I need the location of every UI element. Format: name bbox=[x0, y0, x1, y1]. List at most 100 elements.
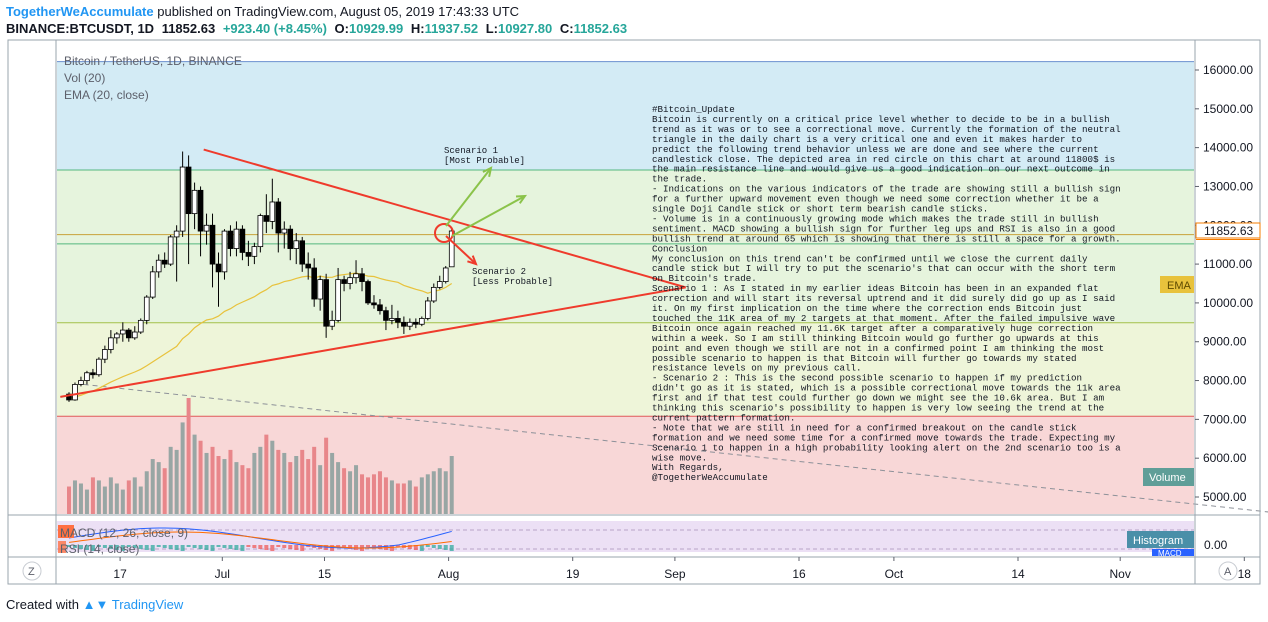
volume-bar bbox=[102, 486, 107, 514]
candle bbox=[251, 242, 258, 265]
candle-body bbox=[383, 310, 389, 321]
macd-hist-bar bbox=[108, 545, 113, 549]
x-tick-label: Oct bbox=[885, 567, 904, 581]
scale-left-button[interactable] bbox=[22, 561, 42, 581]
candle bbox=[126, 328, 132, 342]
note-line: predict the following trend behavior unl… bbox=[652, 144, 1099, 155]
macd-hist-bar bbox=[264, 545, 269, 550]
volume-bar bbox=[234, 462, 239, 514]
macd-hist-bar bbox=[198, 545, 203, 549]
x-tick-label: 15 bbox=[318, 567, 332, 581]
tradingview-brand[interactable]: TradingView bbox=[111, 597, 184, 612]
candle-body bbox=[377, 304, 383, 312]
macd-hist-bar bbox=[162, 545, 167, 548]
note-line: first and if that test could further go … bbox=[652, 393, 1105, 404]
volume-bar bbox=[282, 452, 287, 514]
candle-body bbox=[263, 215, 270, 222]
author-name[interactable]: TogetherWeAccumulate bbox=[6, 4, 154, 19]
candle bbox=[131, 326, 138, 340]
candle-body bbox=[257, 215, 264, 248]
candle-body bbox=[436, 281, 443, 288]
high-label: H: bbox=[410, 21, 425, 36]
note-line: resistance levels on my previous call. bbox=[652, 363, 862, 374]
x-tick-label: 16 bbox=[792, 567, 806, 581]
candle bbox=[167, 234, 174, 267]
x-tick-label: 19 bbox=[566, 567, 580, 581]
note-line: thinking this scenario's possibility to … bbox=[652, 403, 1104, 414]
macd-hist-bar bbox=[126, 545, 131, 547]
note-line: candle stick but I will try to put the s… bbox=[652, 263, 1116, 274]
symbol-label: BINANCE:BTCUSDT, 1D bbox=[6, 21, 155, 36]
volume-bar bbox=[395, 483, 400, 514]
volume-bar bbox=[120, 489, 125, 514]
macd-legend-swatch bbox=[58, 525, 74, 538]
time-axis: 17 Jul 15 Aug 19 Sep 16 Oct 14 Nov 18 bbox=[113, 557, 1251, 581]
x-tick-label: Jul bbox=[215, 567, 230, 581]
scale-right-label: A bbox=[1224, 566, 1232, 578]
macd-hist-bar bbox=[300, 545, 305, 551]
macd-hist-bar bbox=[84, 545, 89, 550]
candle bbox=[371, 295, 377, 309]
volume-bar bbox=[246, 468, 251, 514]
price-change: +923.40 (+8.45%) bbox=[222, 21, 327, 36]
candle-body bbox=[108, 337, 114, 350]
note-line: - Indications on the various indicators … bbox=[652, 184, 1121, 195]
scenario-arrow-3 bbox=[445, 235, 478, 266]
note-line: Bitcoin once again reached my 11.6K targ… bbox=[652, 323, 1093, 334]
candle bbox=[66, 392, 72, 402]
tradingview-logo-icon[interactable]: ▲▼ bbox=[82, 597, 109, 612]
candle bbox=[108, 330, 114, 354]
volume-bar bbox=[90, 477, 95, 514]
candle bbox=[239, 225, 246, 261]
candle-body bbox=[365, 281, 371, 304]
candle-body bbox=[84, 372, 90, 381]
candle bbox=[72, 382, 78, 401]
macd-hist-bar bbox=[90, 545, 95, 551]
volume-bar bbox=[324, 437, 329, 514]
candle bbox=[137, 318, 144, 334]
dashed-trendline bbox=[83, 383, 1268, 513]
candle bbox=[173, 225, 180, 282]
candle bbox=[419, 316, 425, 327]
close-value: 11852.63 bbox=[573, 21, 628, 36]
arrow-head bbox=[467, 255, 478, 266]
candles bbox=[66, 151, 455, 402]
y-tick-label: 13000.00 bbox=[1203, 179, 1253, 193]
candle bbox=[233, 221, 240, 257]
candle bbox=[143, 295, 150, 325]
macd-hist-bar bbox=[371, 545, 376, 548]
candle-body bbox=[251, 246, 258, 257]
ema-line bbox=[68, 272, 453, 399]
candle bbox=[84, 370, 90, 385]
scenario2-subtitle: [Less Probable] bbox=[472, 277, 553, 287]
indicator-lines bbox=[67, 527, 454, 551]
candle bbox=[281, 221, 288, 249]
volume-bar bbox=[306, 459, 311, 514]
volume-bar bbox=[126, 480, 131, 514]
note-line: candlestick close. The depicted area in … bbox=[652, 154, 1115, 165]
macd-hist-bar bbox=[78, 545, 83, 549]
candle bbox=[401, 316, 407, 334]
candle-body bbox=[203, 224, 210, 232]
volume-badge: Volume bbox=[1149, 472, 1186, 484]
volume-bar bbox=[425, 474, 430, 514]
price-axis: 5000.00 6000.00 7000.00 8000.00 9000.00 10000… bbox=[1195, 63, 1253, 504]
candle-body bbox=[227, 230, 234, 249]
candle bbox=[329, 310, 335, 331]
macd-hist-bar bbox=[437, 545, 442, 549]
volume-bar bbox=[180, 422, 185, 514]
volume-bar bbox=[264, 434, 269, 514]
publish-info: published on TradingView.com, August 05,… bbox=[157, 4, 520, 19]
candle bbox=[359, 267, 365, 292]
legend-rsi: RSI (14, close) bbox=[60, 542, 139, 556]
scale-right-button[interactable] bbox=[1218, 561, 1238, 581]
macd-hist-bar bbox=[258, 545, 263, 549]
candle-body bbox=[90, 372, 96, 376]
candle-body bbox=[72, 384, 78, 401]
macd-hist-bar bbox=[395, 545, 400, 547]
created-with-label: Created with bbox=[6, 597, 79, 612]
note-line: #Bitcoin_Update bbox=[652, 104, 735, 115]
indicator-pane-bg bbox=[57, 521, 1194, 552]
macd-hist-bar bbox=[294, 545, 299, 550]
